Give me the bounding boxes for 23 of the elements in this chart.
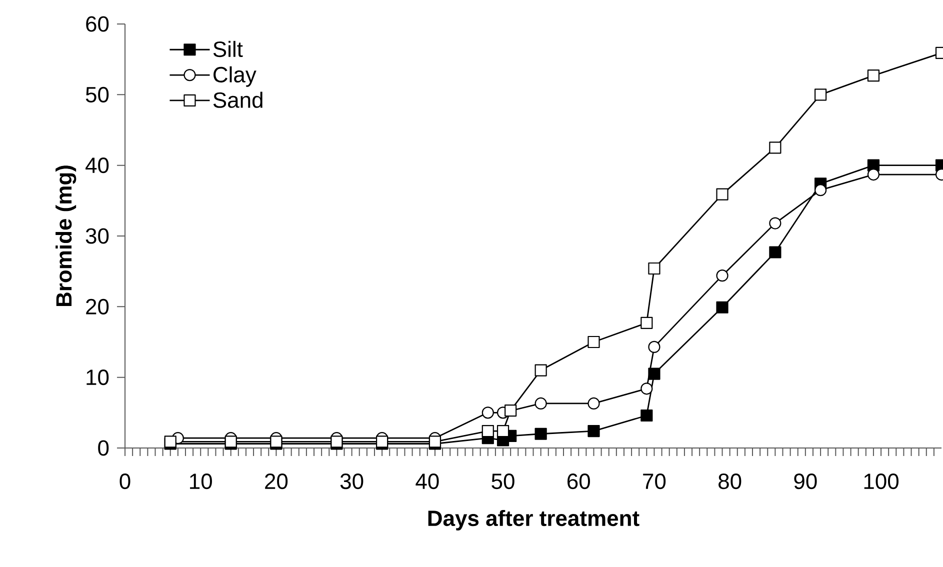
x-tick-label: 50: [492, 474, 514, 490]
y-tick-label: 20: [86, 298, 109, 314]
legend-label: Silt: [213, 40, 243, 58]
x-tick-label: 30: [340, 474, 364, 490]
x-tick-label: 60: [568, 474, 590, 490]
x-tick-label: 20: [265, 474, 288, 490]
y-tick-label: 50: [86, 86, 109, 102]
x-tick-label: 80: [718, 474, 742, 490]
x-tick-label: 90: [794, 474, 817, 490]
x-tick-label: 40: [416, 474, 439, 490]
legend-label: Sand: [213, 92, 262, 108]
legend-label: Clay: [214, 66, 256, 87]
x-tick-label: 70: [643, 474, 666, 490]
y-axis-title: Bromide (mg): [56, 166, 76, 306]
y-tick-label: 40: [86, 158, 109, 174]
x-tick-label: 0: [120, 474, 130, 490]
y-tick-label: 60: [86, 16, 109, 32]
y-tick-label: 0: [98, 440, 109, 456]
x-tick-label: 100: [864, 474, 899, 490]
y-tick-label: 10: [86, 370, 109, 386]
x-axis-title: Days after treatment: [428, 510, 640, 530]
x-tick-label: 10: [190, 474, 212, 490]
y-tick-label: 30: [86, 228, 109, 244]
